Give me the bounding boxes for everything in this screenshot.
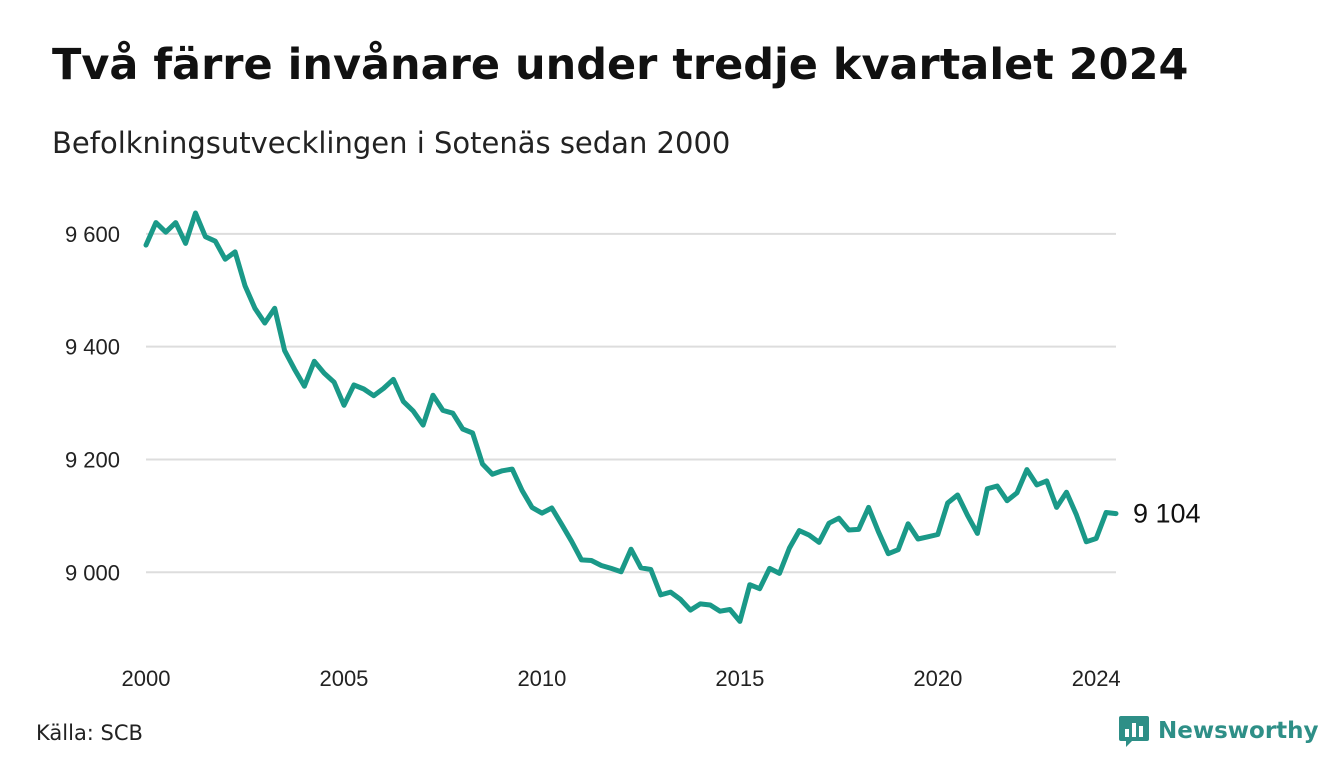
y-tick-label: 9 600: [65, 222, 120, 247]
end-value-label: 9 104: [1133, 499, 1201, 529]
x-tick-label: 2015: [715, 666, 764, 691]
x-tick-label: 2000: [122, 666, 171, 691]
chart-speech-bubble-icon: [1119, 716, 1149, 747]
brand-logo: Newsworthy: [1118, 714, 1319, 748]
x-tick-label: 2005: [319, 666, 368, 691]
y-axis-ticks: 9 000 9 200 9 400 9 600: [65, 222, 120, 585]
chart-title: Två färre invånare under tredje kvartale…: [52, 40, 1189, 90]
x-axis-ticks: 2000 2005 2010 2015 2020 2024: [122, 666, 1121, 691]
series-line-population: [143, 210, 1119, 624]
x-tick-label: 2020: [913, 666, 962, 691]
y-tick-label: 9 200: [65, 447, 120, 472]
source-note: Källa: SCB: [36, 721, 143, 745]
brand-name: Newsworthy: [1158, 718, 1319, 744]
x-tick-label: 2010: [517, 666, 566, 691]
y-tick-label: 9 000: [65, 560, 120, 585]
chart-subtitle: Befolkningsutvecklingen i Sotenäs sedan …: [52, 126, 731, 160]
gridlines: [146, 232, 1116, 574]
x-tick-label: 2024: [1072, 666, 1121, 691]
y-tick-label: 9 400: [65, 335, 120, 360]
